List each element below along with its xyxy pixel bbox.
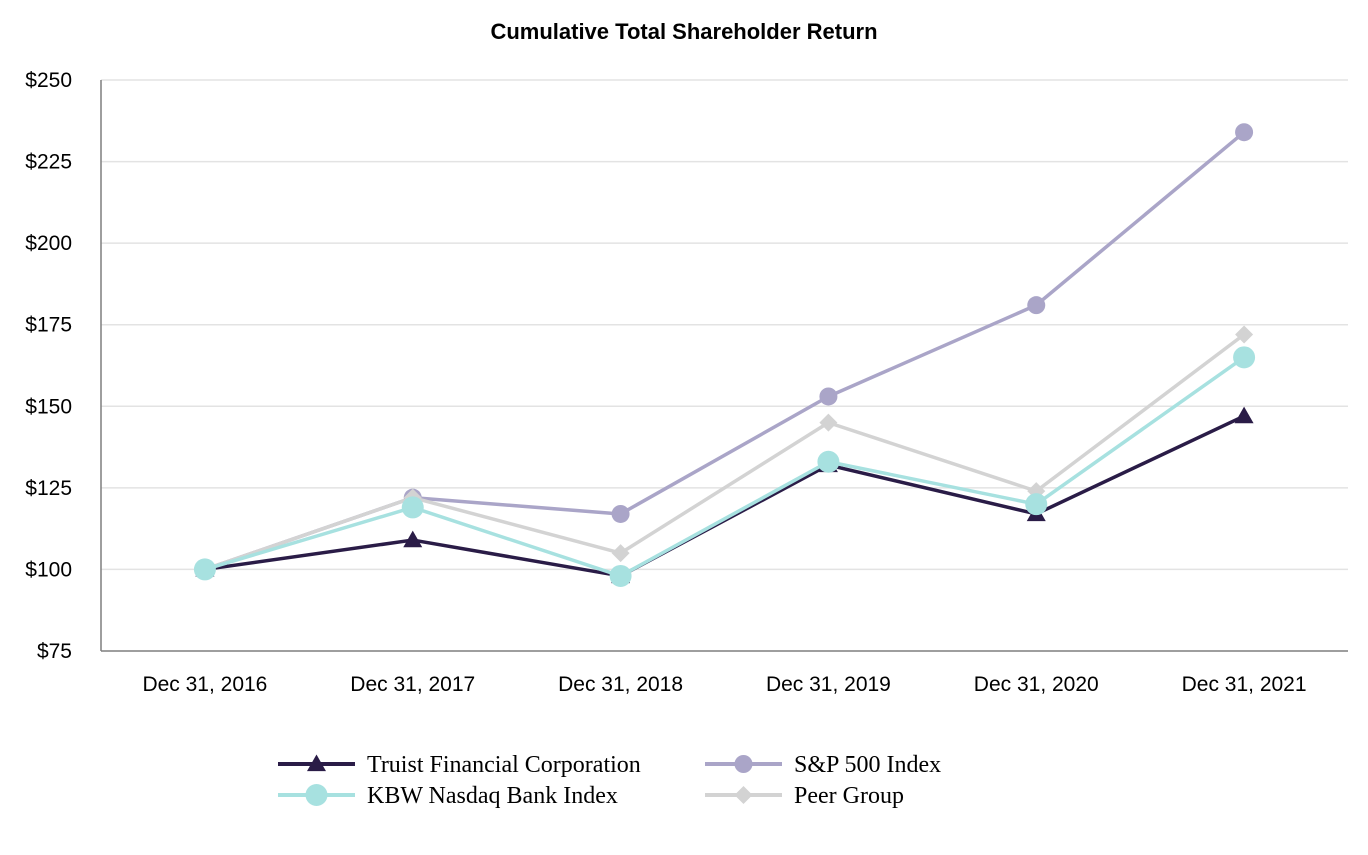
data-point-s-p-500-index <box>819 387 838 406</box>
legend-marker <box>305 784 328 806</box>
legend-item-truist-financial-corporation: Truist Financial Corporation <box>278 752 641 778</box>
y-axis-ticks: $75 $100 $125 $150 $175 $200 $225 $250 <box>25 69 72 663</box>
data-point-truist-financial-corporation <box>403 530 423 548</box>
x-tick-label: Dec 31, 2020 <box>974 673 1099 696</box>
y-tick-label: $150 <box>25 395 72 418</box>
gridlines <box>101 79 1348 571</box>
y-tick-label: $75 <box>37 640 72 663</box>
x-tick-label: Dec 31, 2019 <box>766 673 891 696</box>
data-point-peer-group <box>611 544 630 563</box>
series-s-p-500-index <box>195 123 1254 579</box>
data-point-kbw-nasdaq-bank-index <box>401 496 424 519</box>
legend-marker <box>734 786 753 804</box>
legend: Truist Financial Corporation S&P 500 Inde… <box>278 752 941 809</box>
data-point-peer-group <box>819 413 838 432</box>
series-line-truist-financial-corporation <box>204 414 1245 578</box>
data-point-kbw-nasdaq-bank-index <box>193 558 216 581</box>
y-tick-label: $125 <box>25 477 72 500</box>
data-point-kbw-nasdaq-bank-index <box>817 450 840 473</box>
data-point-s-p-500-index <box>1235 123 1254 142</box>
series-line-s-p-500-index <box>204 130 1246 572</box>
legend-label: S&P 500 Index <box>794 752 941 778</box>
x-tick-label: Dec 31, 2018 <box>558 673 683 696</box>
legend-item-s-p-500-index: S&P 500 Index <box>705 752 941 778</box>
data-point-kbw-nasdaq-bank-index <box>1025 493 1048 516</box>
data-point-kbw-nasdaq-bank-index <box>1233 346 1256 369</box>
legend-label: KBW Nasdaq Bank Index <box>367 783 618 809</box>
axes <box>100 80 1348 652</box>
x-tick-label: Dec 31, 2016 <box>142 673 267 696</box>
data-point-s-p-500-index <box>611 504 630 523</box>
series-kbw-nasdaq-bank-index <box>193 346 1256 587</box>
data-point-kbw-nasdaq-bank-index <box>609 564 632 587</box>
legend-label: Truist Financial Corporation <box>367 752 641 778</box>
series-line-peer-group <box>204 333 1246 572</box>
y-tick-label: $250 <box>25 69 72 92</box>
x-tick-label: Dec 31, 2017 <box>350 673 475 696</box>
series-lines <box>193 123 1256 587</box>
legend-item-peer-group: Peer Group <box>705 783 904 809</box>
legend-marker <box>307 754 326 772</box>
y-tick-label: $225 <box>25 151 72 174</box>
x-tick-label: Dec 31, 2021 <box>1182 673 1307 696</box>
series-truist-financial-corporation <box>195 406 1254 584</box>
y-tick-label: $100 <box>25 558 72 581</box>
y-tick-label: $200 <box>25 232 72 255</box>
data-point-truist-financial-corporation <box>1234 406 1254 424</box>
series-peer-group <box>195 325 1254 579</box>
x-axis-ticks: Dec 31, 2016 Dec 31, 2017 Dec 31, 2018 Dec … <box>142 673 1306 696</box>
data-point-peer-group <box>1235 325 1254 344</box>
chart-title: Cumulative Total Shareholder Return <box>490 19 877 44</box>
legend-label: Peer Group <box>794 783 904 809</box>
series-line-kbw-nasdaq-bank-index <box>204 355 1246 578</box>
y-tick-label: $175 <box>25 314 72 337</box>
legend-marker <box>734 755 753 773</box>
legend-item-kbw-nasdaq-bank-index: KBW Nasdaq Bank Index <box>278 783 618 809</box>
data-point-s-p-500-index <box>1027 296 1046 315</box>
